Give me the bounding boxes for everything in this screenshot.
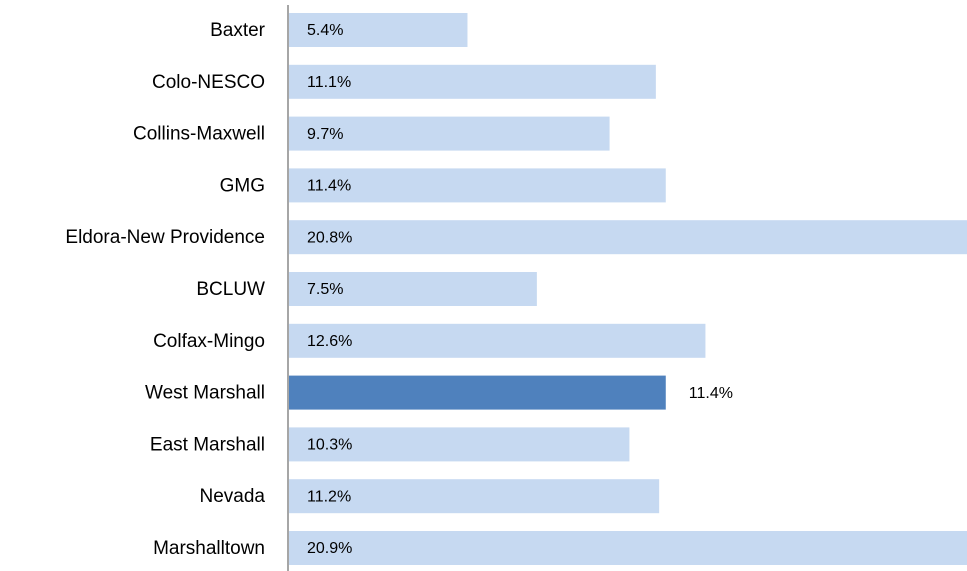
bar	[289, 531, 967, 565]
value-label: 11.1%	[307, 74, 351, 91]
bar	[289, 323, 706, 358]
value-label: 11.4%	[689, 385, 733, 402]
category-label: Colo-NESCO	[152, 72, 265, 93]
category-label: Eldora-New Providence	[65, 227, 265, 248]
bar	[289, 64, 656, 99]
category-label: Nevada	[200, 486, 266, 507]
bar	[289, 168, 666, 203]
category-label: BCLUW	[196, 279, 265, 300]
category-label: Colfax-Mingo	[153, 331, 265, 352]
value-label: 12.6%	[307, 333, 352, 350]
value-label: 20.8%	[307, 229, 352, 246]
bar	[289, 116, 610, 151]
value-label: 5.4%	[307, 22, 343, 39]
category-label: Marshalltown	[153, 538, 265, 559]
bar	[289, 479, 660, 514]
value-label: 11.4%	[307, 178, 351, 195]
value-label: 20.9%	[307, 540, 352, 557]
value-label: 10.3%	[307, 437, 352, 454]
bar	[289, 272, 537, 306]
bar	[289, 375, 666, 410]
value-label: 11.2%	[307, 488, 351, 505]
category-label: GMG	[220, 175, 265, 196]
value-label: 7.5%	[307, 281, 343, 298]
category-label: Collins-Maxwell	[133, 124, 265, 145]
category-label: Baxter	[210, 20, 266, 41]
bar	[289, 220, 967, 255]
bar	[289, 427, 630, 462]
category-label: East Marshall	[150, 434, 265, 455]
value-label: 9.7%	[307, 126, 343, 143]
category-label: West Marshall	[145, 383, 265, 404]
bar	[289, 13, 468, 47]
